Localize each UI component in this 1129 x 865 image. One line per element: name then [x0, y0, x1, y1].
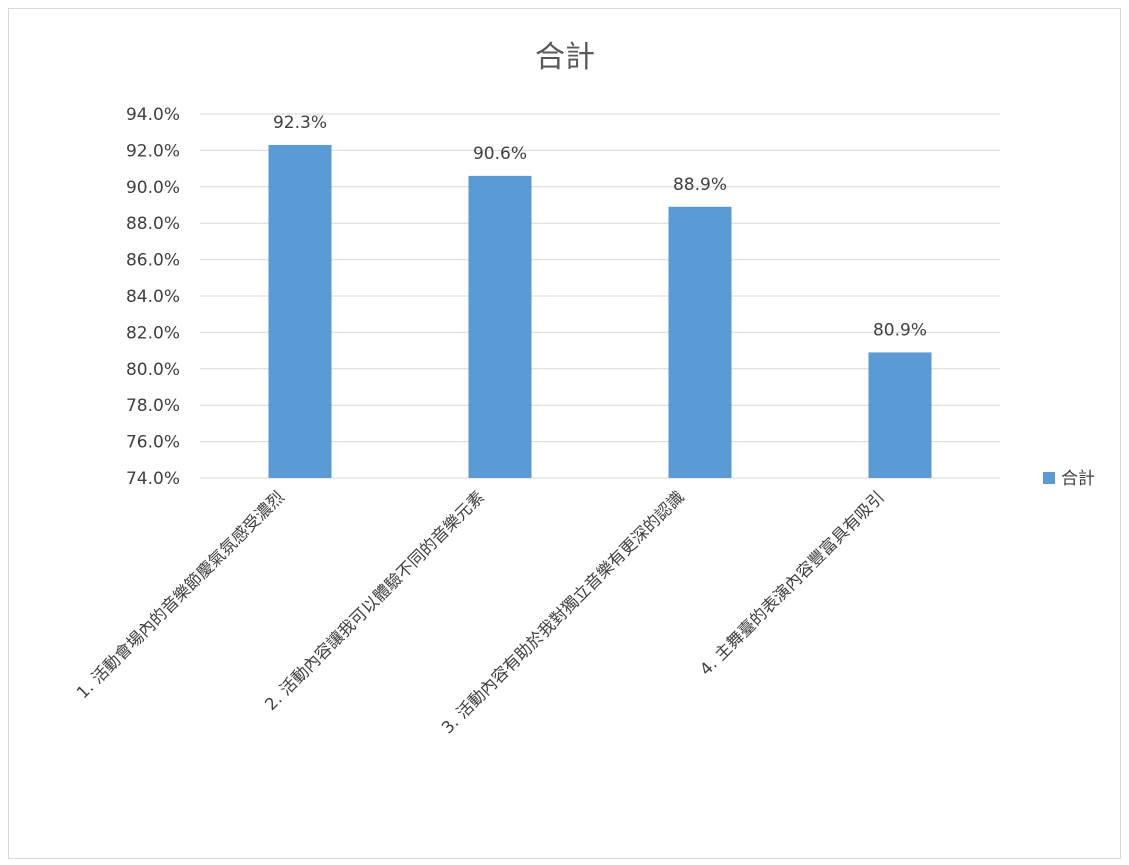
bar	[668, 206, 732, 478]
y-tick-label: 84.0%	[126, 287, 180, 307]
y-tick-label: 88.0%	[126, 214, 180, 234]
x-category-label: 3. 活動內容有助於我對獨立音樂有更深的認識	[438, 487, 688, 737]
bar	[868, 352, 932, 478]
data-label: 92.3%	[273, 113, 327, 133]
y-axis-ticks: 74.0% 76.0% 78.0% 80.0% 82.0% 84.0% 86.0% 88.0%…	[126, 105, 180, 489]
data-label: 88.9%	[673, 175, 727, 195]
y-tick-label: 92.0%	[126, 141, 180, 161]
bars	[268, 144, 932, 478]
y-tick-label: 94.0%	[126, 105, 180, 125]
data-labels: 92.3% 90.6% 88.9% 80.9%	[273, 113, 927, 340]
legend: 合計	[1043, 469, 1095, 489]
data-label: 80.9%	[873, 320, 927, 340]
x-category-label: 4. 主舞臺的表演內容豐富具有吸引	[696, 487, 888, 679]
y-tick-label: 86.0%	[126, 251, 180, 271]
legend-label: 合計	[1061, 469, 1095, 489]
gridlines	[200, 113, 1000, 479]
y-tick-label: 76.0%	[126, 433, 180, 453]
y-tick-label: 90.0%	[126, 178, 180, 198]
x-category-label: 2. 活動內容讓我可以體驗不同的音樂元素	[260, 487, 487, 714]
y-tick-label: 80.0%	[126, 360, 180, 380]
y-tick-label: 82.0%	[126, 323, 180, 343]
chart-title: 合計	[535, 40, 595, 75]
x-category-label: 1. 活動會場內的音樂節慶氣氛感受濃烈	[73, 487, 288, 702]
y-tick-label: 74.0%	[126, 469, 180, 489]
bar	[468, 175, 532, 478]
chart-frame	[8, 8, 1121, 859]
y-tick-label: 78.0%	[126, 396, 180, 416]
legend-swatch	[1043, 472, 1055, 484]
bar	[268, 144, 332, 478]
data-label: 90.6%	[473, 144, 527, 164]
